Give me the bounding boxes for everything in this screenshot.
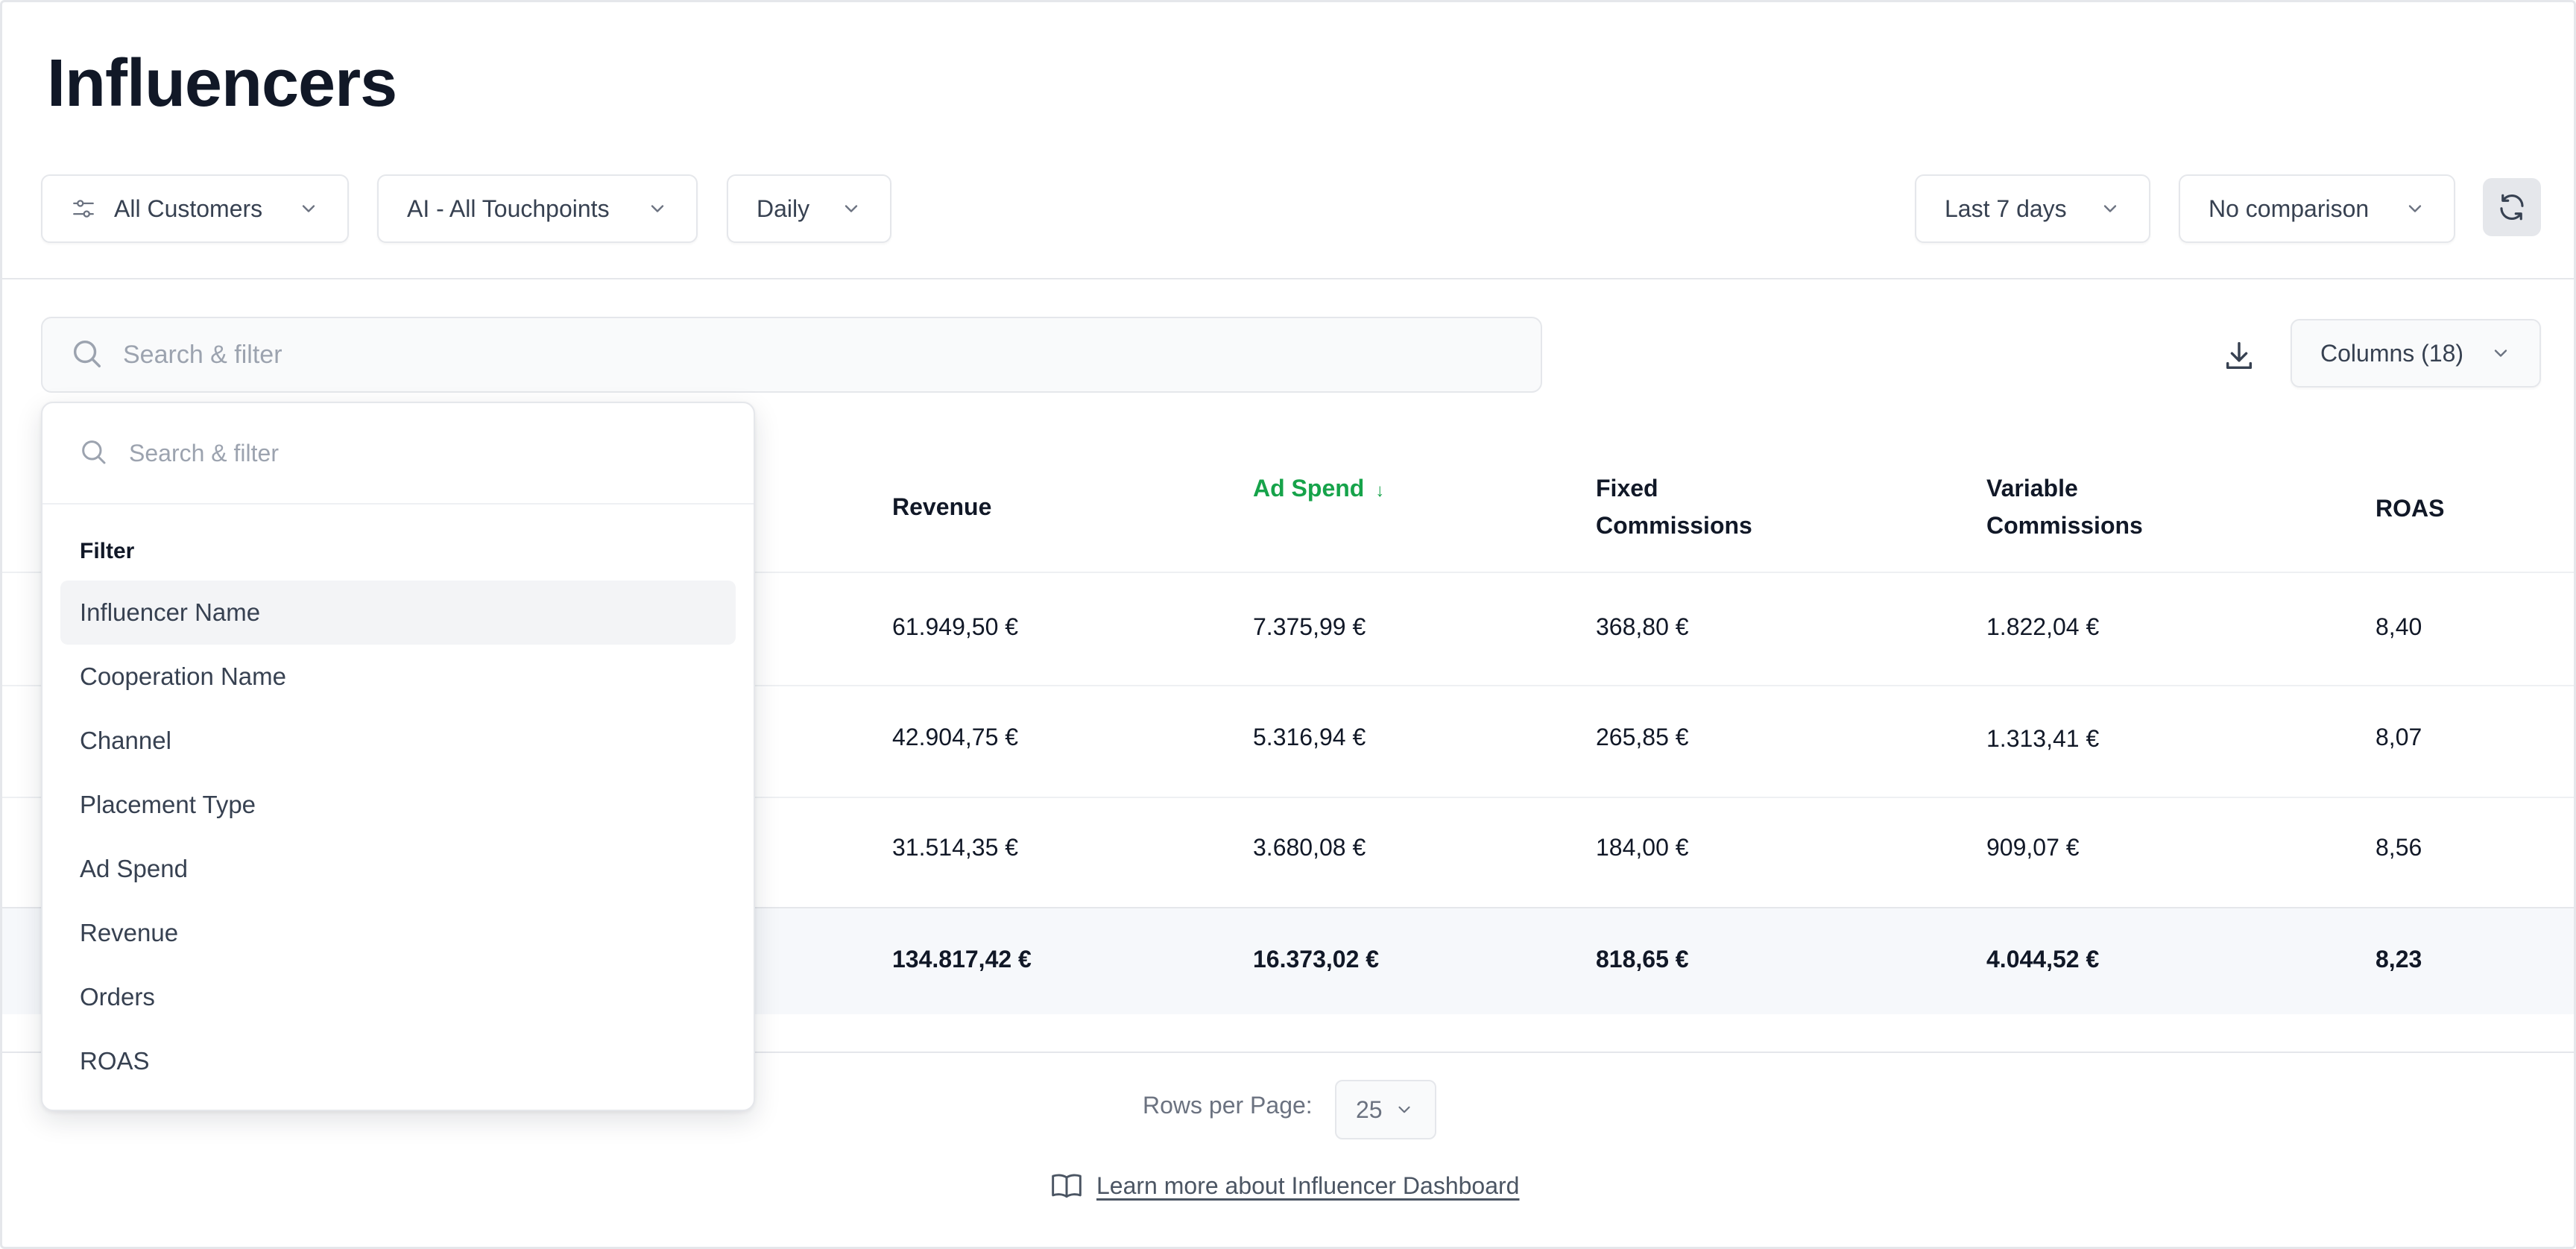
cell-variable-commissions: 909,07 € (1986, 834, 2080, 861)
granularity-select[interactable]: Daily (727, 174, 891, 243)
search-icon (69, 336, 104, 374)
sliders-icon (71, 196, 96, 221)
cell-revenue: 61.949,50 € (892, 613, 1019, 640)
cell-ad-spend: 7.375,99 € (1253, 613, 1366, 640)
cell-variable-commissions: 1.822,04 € (1986, 613, 2100, 640)
variable-commissions-line-2: Commissions (1986, 512, 2143, 539)
customers-filter-label: All Customers (114, 195, 263, 222)
fixed-commissions-line-1: Fixed (1596, 475, 1658, 502)
fixed-commissions-line-2: Commissions (1596, 512, 1752, 539)
cell-roas: 8,56 (2375, 834, 2422, 861)
column-header-roas[interactable]: ROAS (2375, 495, 2445, 522)
touchpoints-select[interactable]: AI - All Touchpoints (377, 174, 698, 243)
filter-option-roas[interactable]: ROAS (80, 1047, 150, 1075)
cell-roas: 8,40 (2375, 613, 2422, 640)
refresh-button[interactable] (2483, 178, 2541, 236)
column-header-revenue[interactable]: Revenue (892, 493, 992, 520)
total-variable-commissions: 4.044,52 € (1986, 946, 2100, 973)
filter-option-ad-spend[interactable]: Ad Spend (80, 855, 188, 882)
filter-option-cooperation-name[interactable]: Cooperation Name (80, 663, 286, 690)
filter-option-revenue[interactable]: Revenue (80, 919, 179, 946)
cell-ad-spend: 5.316,94 € (1253, 724, 1366, 750)
download-icon (2226, 342, 2253, 370)
cell-variable-commissions: 1.313,41 € (1986, 725, 2100, 752)
table-footer-divider (2, 1052, 2574, 1053)
sort-desc-icon: ↓ (1375, 481, 1385, 501)
filter-options: Influencer Name Cooperation Name Channel… (60, 581, 736, 1093)
chevron-down-icon (841, 198, 862, 219)
rows-per-page-select[interactable]: 25 (1335, 1080, 1436, 1139)
granularity-label: Daily (757, 195, 810, 222)
column-header-fixed-commissions[interactable]: Fixed Commissions (1596, 469, 1752, 544)
filter-dropdown: Filter Influencer Name Cooperation Name … (41, 402, 755, 1111)
search-bar[interactable] (41, 317, 1542, 393)
learn-more-text: Learn more about Influencer Dashboard (1096, 1171, 1520, 1199)
comparison-select[interactable]: No comparison (2179, 174, 2455, 243)
learn-more-link[interactable]: Learn more about Influencer Dashboard (1050, 1169, 1519, 1202)
ad-spend-header-label: Ad Spend (1253, 475, 1365, 502)
chevron-down-icon (298, 198, 319, 219)
refresh-icon (2500, 194, 2524, 221)
columns-label: Columns (18) (2320, 339, 2464, 367)
cell-revenue: 31.514,35 € (892, 834, 1019, 861)
dropdown-search[interactable] (42, 403, 754, 505)
cell-revenue: 42.904,75 € (892, 724, 1019, 750)
chevron-down-icon (2405, 198, 2425, 219)
page-title: Influencers (47, 46, 397, 121)
dropdown-search-input[interactable] (129, 439, 725, 467)
download-button[interactable] (2213, 330, 2265, 382)
rows-per-page-value: 25 (1356, 1095, 1383, 1123)
chevron-down-icon (1395, 1100, 1414, 1119)
column-header-ad-spend[interactable]: Ad Spend ↓ (1253, 469, 1384, 510)
row-divider (2, 797, 2574, 798)
book-icon (1052, 1174, 1082, 1198)
filter-heading: Filter (80, 539, 135, 563)
total-fixed-commissions: 818,65 € (1596, 946, 1689, 973)
filter-option-orders[interactable]: Orders (80, 983, 155, 1011)
row-divider (2, 685, 2574, 686)
customers-filter-button[interactable]: All Customers (41, 174, 349, 243)
search-icon (78, 437, 108, 470)
touchpoints-label: AI - All Touchpoints (407, 195, 610, 222)
cell-roas: 8,07 (2375, 724, 2422, 750)
filter-option-influencer-name[interactable]: Influencer Name (60, 581, 736, 645)
rows-per-page-label: Rows per Page: (1143, 1092, 1313, 1119)
variable-commissions-line-1: Variable (1986, 475, 2078, 502)
column-header-variable-commissions[interactable]: Variable Commissions (1986, 469, 2143, 544)
comparison-label: No comparison (2209, 195, 2370, 222)
date-range-label: Last 7 days (1945, 195, 2067, 222)
search-input[interactable] (123, 340, 1465, 370)
cell-fixed-commissions: 265,85 € (1596, 724, 1689, 750)
header-divider (2, 572, 2574, 573)
chevron-down-icon (2490, 343, 2511, 364)
date-range-select[interactable]: Last 7 days (1915, 174, 2150, 243)
total-ad-spend: 16.373,02 € (1253, 946, 1380, 973)
total-revenue: 134.817,42 € (892, 946, 1032, 973)
chevron-down-icon (647, 198, 668, 219)
columns-button[interactable]: Columns (18) (2291, 319, 2541, 388)
filter-option-channel[interactable]: Channel (80, 727, 171, 754)
cell-ad-spend: 3.680,08 € (1253, 834, 1366, 861)
cell-fixed-commissions: 184,00 € (1596, 834, 1689, 861)
chevron-down-icon (2100, 198, 2121, 219)
toolbar-divider (2, 278, 2574, 279)
total-roas: 8,23 (2375, 946, 2422, 973)
filter-option-placement-type[interactable]: Placement Type (80, 791, 256, 818)
cell-fixed-commissions: 368,80 € (1596, 613, 1689, 640)
